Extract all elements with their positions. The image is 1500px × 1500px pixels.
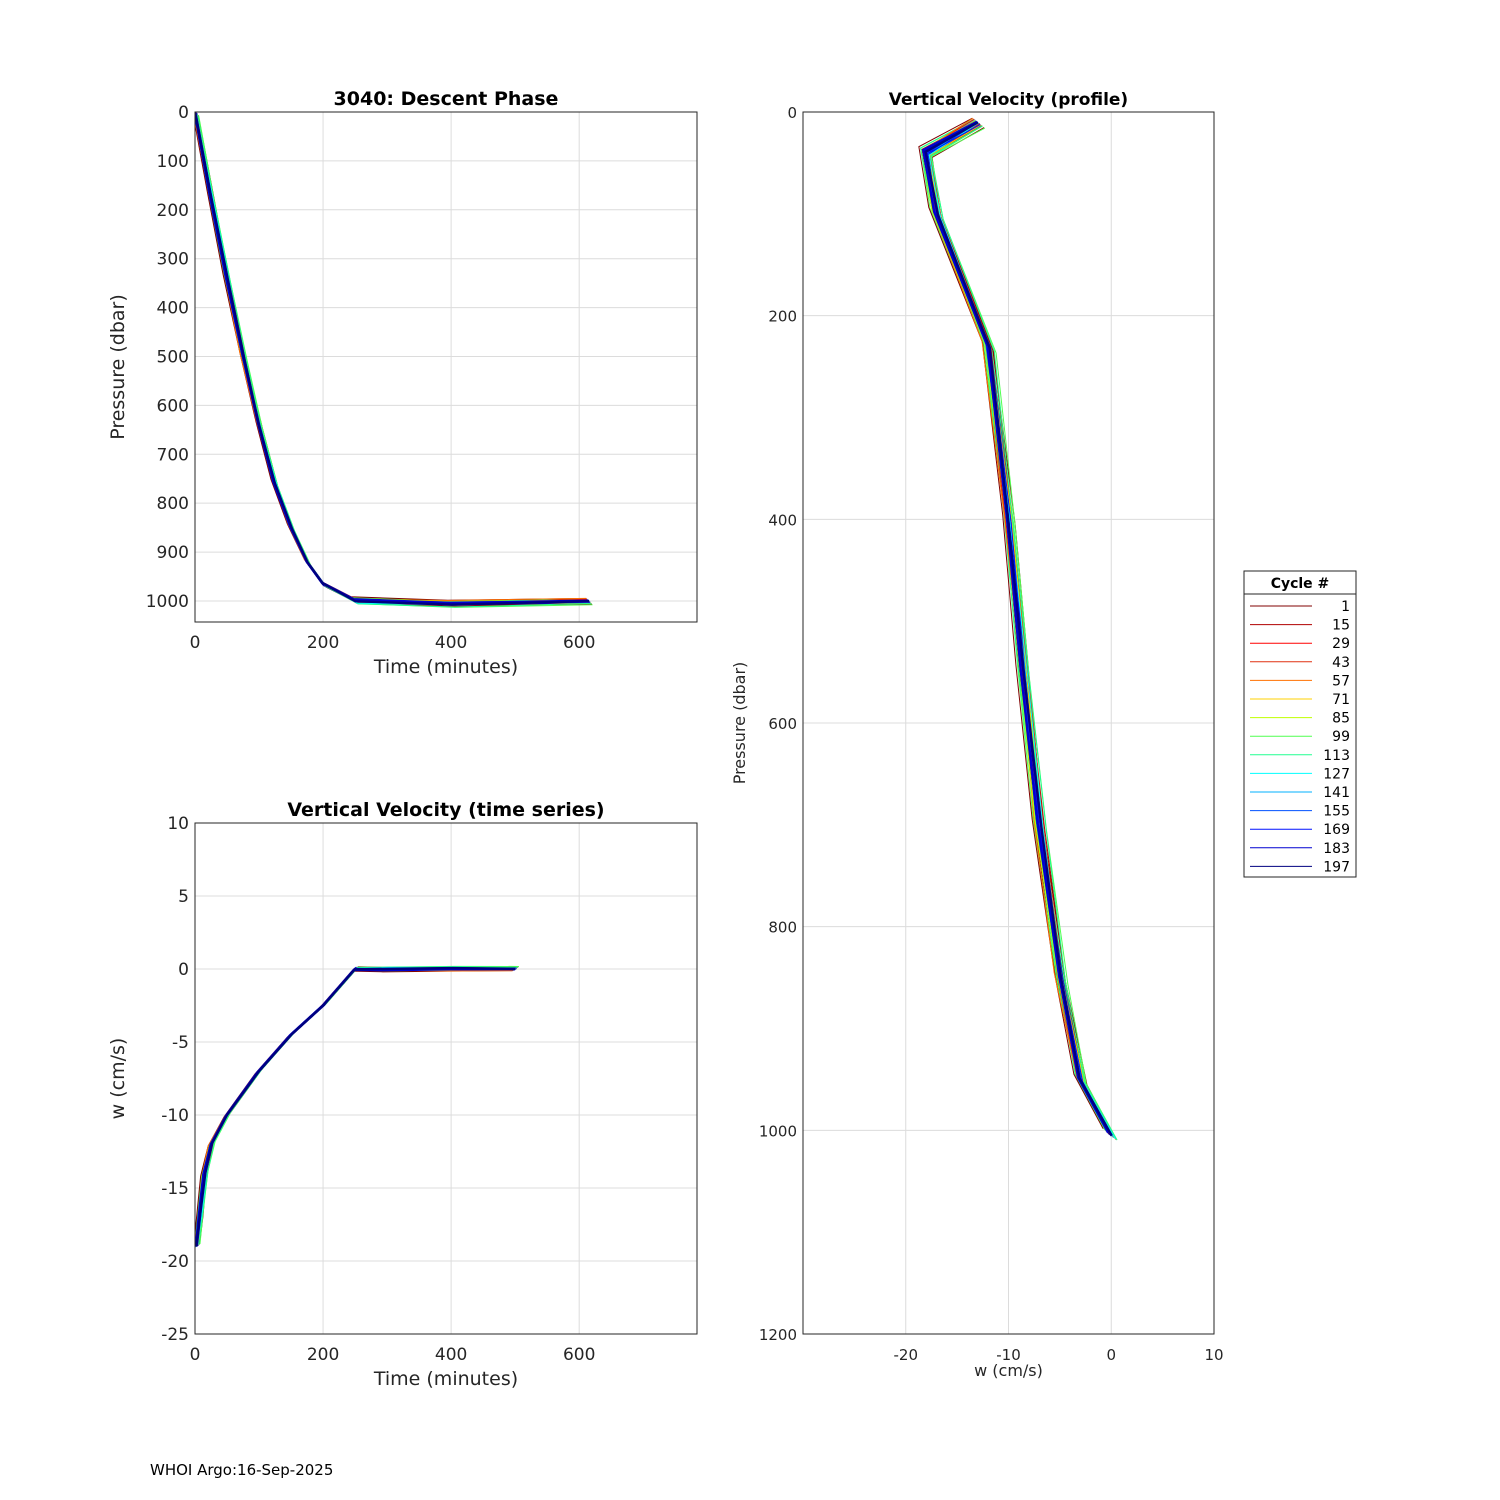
legend-label: 113 (1323, 748, 1350, 764)
legend-label: 29 (1332, 636, 1350, 652)
legend-label: 15 (1332, 618, 1350, 634)
y-axis-label: Pressure (dbar) (107, 294, 129, 440)
series-cycle-183 (921, 120, 1110, 1134)
series-group (195, 112, 593, 608)
y-tick-label: 600 (157, 396, 189, 416)
series-cycle-197 (924, 121, 1113, 1137)
y-tick-label: 600 (768, 715, 797, 733)
chart-title: Vertical Velocity (time series) (287, 799, 604, 821)
legend-label: 71 (1332, 692, 1350, 708)
x-axis-label: w (cm/s) (974, 1361, 1043, 1380)
series-cycle-71 (928, 124, 1114, 1137)
axes-frame (802, 111, 1215, 1335)
y-tick-label: 200 (768, 308, 797, 326)
x-tick-label: 0 (190, 633, 201, 653)
x-tick-label: -20 (894, 1346, 919, 1364)
y-tick-label: 800 (157, 494, 189, 514)
y-tick-label: 200 (157, 201, 189, 221)
series-group (918, 117, 1118, 1141)
y-axis-label: w (cm/s) (107, 1038, 129, 1120)
legend-label: 99 (1332, 729, 1350, 745)
y-tick-label: 400 (157, 299, 189, 319)
x-tick-label: 0 (1106, 1346, 1116, 1364)
y-tick-label: 300 (157, 250, 189, 270)
series-group (195, 965, 519, 1248)
x-tick-label: 400 (435, 1345, 467, 1365)
y-tick-label: -20 (161, 1252, 189, 1272)
y-tick-label: -15 (161, 1179, 189, 1199)
footer-text: WHOI Argo:16-Sep-2025 (150, 1461, 334, 1479)
x-axis-label: Time (minutes) (373, 656, 518, 678)
series-cycle-1 (918, 117, 1104, 1129)
y-tick-label: 900 (157, 543, 189, 563)
y-tick-label: 0 (178, 960, 189, 980)
y-tick-label: -5 (172, 1033, 189, 1053)
y-tick-label: 1200 (759, 1326, 797, 1344)
series-cycle-197 (195, 112, 590, 606)
x-tick-label: 600 (563, 1345, 595, 1365)
axes-2: 0 200 400 600 10 5 0 -5 -10 -15 -20 -25 Vertical Vel… (107, 799, 698, 1390)
x-tick-label: 10 (1204, 1346, 1223, 1364)
legend-label: 183 (1323, 841, 1350, 857)
legend-label: 169 (1323, 822, 1350, 838)
x-axis-label: Time (minutes) (373, 1368, 518, 1390)
x-tick-label: -10 (996, 1346, 1021, 1364)
chart-title: Vertical Velocity (profile) (889, 90, 1128, 110)
y-tick-label: -25 (161, 1325, 189, 1345)
x-tick-label: 0 (190, 1345, 201, 1365)
y-tick-label: 500 (157, 347, 189, 367)
axes-frame (194, 822, 698, 1335)
legend-label: 127 (1323, 766, 1350, 782)
axes-1: 0 200 400 600 0 100 200 300 400 500 600 700 800 900 10… (107, 88, 698, 678)
y-tick-label: 5 (178, 887, 189, 907)
y-tick-label: 700 (157, 445, 189, 465)
y-tick-label: 0 (787, 104, 797, 122)
y-tick-label: 400 (768, 511, 797, 529)
series-cycle-113 (930, 125, 1118, 1141)
x-tick-label: 200 (307, 633, 339, 653)
series-cycle-113 (196, 114, 592, 608)
x-tick-label: 200 (307, 1345, 339, 1365)
chart-title: 3040: Descent Phase (334, 88, 559, 110)
y-tick-label: 800 (768, 919, 797, 937)
legend-label: 57 (1332, 673, 1350, 689)
y-tick-label: 0 (178, 103, 189, 123)
series-cycle-197 (195, 966, 516, 1247)
x-tick-label: 600 (563, 633, 595, 653)
plot-area (195, 112, 697, 622)
plot-area (195, 823, 697, 1334)
legend-label: 85 (1332, 711, 1350, 727)
axes-frame (194, 111, 698, 623)
series-cycle-1 (195, 121, 587, 601)
legend-title: Cycle # (1271, 576, 1330, 592)
y-tick-label: 1000 (759, 1122, 797, 1140)
legend-label: 1 (1341, 599, 1350, 615)
y-axis-label: Pressure (dbar) (730, 662, 749, 785)
legend-label: 141 (1323, 785, 1350, 801)
legend-label: 197 (1323, 859, 1350, 875)
y-tick-label: 1000 (146, 592, 189, 612)
y-tick-label: -10 (161, 1106, 189, 1126)
legend-label: 43 (1332, 655, 1350, 671)
y-tick-label: 100 (157, 152, 189, 172)
x-tick-label: 400 (435, 633, 467, 653)
legend-label: 155 (1323, 804, 1350, 820)
y-tick-label: 10 (167, 814, 189, 834)
legend: Cycle # 1 15 29 43 57 71 85 99 113 127 141 155 169 183… (1243, 570, 1357, 878)
